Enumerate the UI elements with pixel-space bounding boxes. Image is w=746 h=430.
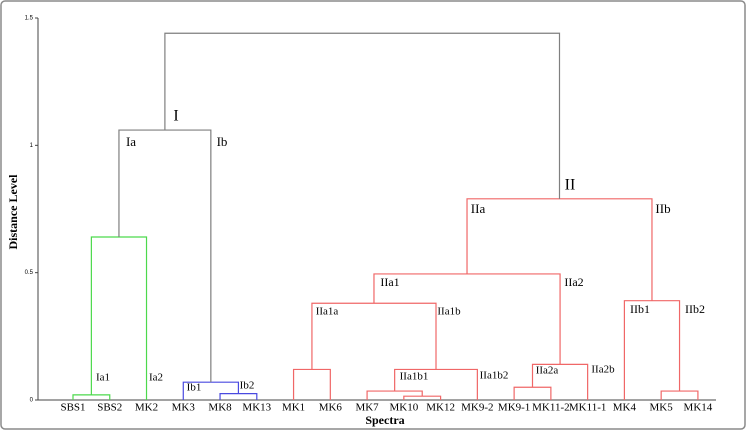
leaf-label: MK1 [282, 402, 305, 414]
cluster-label: IIa [471, 201, 486, 216]
leaf-label: MK4 [613, 402, 637, 414]
leaf-label: MK14 [684, 402, 713, 414]
cluster-label: IIb2 [685, 302, 705, 316]
leaf-label: SBS1 [60, 402, 85, 414]
leaf-label: MK11-1 [569, 402, 606, 414]
dendrogram-link [72, 394, 111, 400]
cluster-label: IIa1b [437, 306, 461, 318]
cluster-label: Ib2 [240, 380, 255, 392]
dendrogram-link [311, 302, 437, 370]
leaf-label: MK11-2 [532, 402, 569, 414]
cluster-label: Ib1 [187, 382, 202, 394]
leaf-label: SBS2 [97, 402, 122, 414]
cluster-label: I [173, 108, 178, 125]
leaf-label: MK10 [389, 402, 418, 414]
leaf-label: MK2 [135, 402, 158, 414]
dendrogram-link [164, 32, 561, 199]
dendrogram-link [366, 390, 423, 400]
leaf-label: MK5 [650, 402, 674, 414]
cluster-label: IIa1b1 [400, 371, 429, 383]
cluster-label: IIb [655, 201, 670, 216]
leaf-label: MK8 [208, 402, 232, 414]
cluster-label: II [565, 177, 576, 194]
leaf-label: MK7 [355, 402, 379, 414]
dendrogram-link [531, 363, 589, 400]
cluster-label: IIa1 [380, 275, 399, 289]
dendrogram-link [513, 386, 552, 400]
y-axis-title: Distance Level [6, 174, 20, 250]
leaf-label: MK12 [426, 402, 455, 414]
cluster-label: IIa2b [591, 364, 615, 376]
cluster-label: IIa2a [536, 365, 559, 377]
cluster-label: IIa2 [564, 275, 583, 289]
leaf-label: MK3 [172, 402, 196, 414]
cluster-label: IIa1a [316, 306, 339, 318]
cluster-label: IIa1b2 [480, 370, 509, 382]
leaf-label: MK9-2 [461, 402, 493, 414]
y-tick-label: 0 [30, 398, 34, 404]
leaf-label: MK13 [242, 402, 271, 414]
cluster-label: Ib [217, 134, 228, 149]
x-axis-title: Spectra [365, 413, 404, 427]
cluster-label: IIb1 [630, 302, 650, 316]
cluster-label: Ia2 [149, 372, 163, 384]
y-tick-label: 1 [30, 143, 34, 149]
leaf-label: MK9-1 [498, 402, 530, 414]
cluster-label: Ia [126, 134, 136, 149]
y-tick-label: 0.5 [25, 270, 34, 276]
cluster-label: Ia1 [96, 372, 110, 384]
dendrogram-link [660, 390, 699, 400]
y-tick-label: 1.5 [25, 16, 34, 22]
leaf-label: MK6 [319, 402, 343, 414]
